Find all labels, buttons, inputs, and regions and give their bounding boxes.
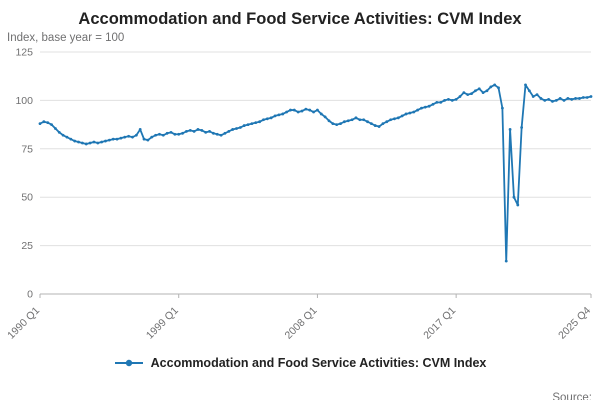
svg-text:100: 100 bbox=[15, 95, 33, 107]
legend: Accommodation and Food Service Activitie… bbox=[0, 354, 600, 372]
svg-text:1990 Q1: 1990 Q1 bbox=[5, 304, 42, 341]
svg-text:50: 50 bbox=[21, 191, 33, 203]
series-line bbox=[39, 83, 592, 262]
svg-text:2025 Q4: 2025 Q4 bbox=[556, 304, 593, 341]
svg-text:1999 Q1: 1999 Q1 bbox=[144, 304, 181, 341]
y-axis-labels: 0 25 50 75 100 125 bbox=[15, 46, 33, 300]
legend-line-marker-icon[interactable] bbox=[114, 358, 144, 368]
chart-page: Accommodation and Food Service Activitie… bbox=[0, 10, 600, 400]
x-axis-labels: 1990 Q1 1999 Q1 2008 Q1 2017 Q1 2025 Q4 bbox=[5, 293, 593, 341]
svg-text:2017 Q1: 2017 Q1 bbox=[421, 304, 458, 341]
y-axis-title: Index, base year = 100 bbox=[7, 31, 125, 44]
svg-text:75: 75 bbox=[21, 143, 33, 155]
svg-text:125: 125 bbox=[15, 46, 33, 58]
source-label: Source: bbox=[552, 392, 592, 400]
legend-item-label[interactable]: Accommodation and Food Service Activitie… bbox=[150, 355, 487, 370]
line-chart: 0 25 50 75 100 125 1990 Q1 1999 Q1 2008 Q1 2017 Q… bbox=[5, 46, 593, 341]
svg-text:0: 0 bbox=[27, 288, 33, 300]
chart-title: Accommodation and Food Service Activitie… bbox=[78, 10, 522, 28]
svg-text:25: 25 bbox=[21, 240, 33, 252]
gridlines bbox=[40, 51, 591, 295]
series-point-markers bbox=[38, 83, 593, 263]
svg-text:2008 Q1: 2008 Q1 bbox=[283, 304, 320, 341]
